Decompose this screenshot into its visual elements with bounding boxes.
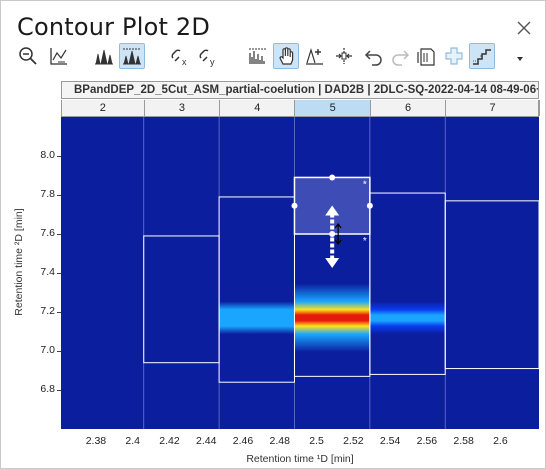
add-region-button[interactable]: [441, 43, 467, 69]
contour-plot-area[interactable]: * *: [61, 117, 539, 429]
redo-button[interactable]: [387, 43, 413, 69]
cut-4-band: [219, 249, 295, 387]
undo-icon: [364, 50, 382, 66]
y-tick-label: 8.0: [40, 149, 55, 161]
spectrum-icon: [249, 48, 267, 64]
y-tick-mark: [57, 351, 61, 352]
x-tick-label: 2.4: [125, 435, 140, 447]
cut-label-5[interactable]: 5: [295, 100, 371, 116]
peak-box[interactable]: [444, 200, 539, 370]
y-tick-label: 7.4: [40, 266, 55, 278]
unlink-x-button[interactable]: x: [167, 43, 193, 69]
peak-display-button[interactable]: [91, 43, 117, 69]
y-tick-label: 7.8: [40, 188, 55, 200]
y-tick-label: 6.8: [40, 383, 55, 395]
x-tick-label: 2.5: [309, 435, 324, 447]
peak-display-filled-button[interactable]: [119, 43, 145, 69]
zoom-out-icon: [19, 47, 37, 65]
x-axis-label: Retention time ¹D [min]: [246, 453, 354, 465]
add-peak-button[interactable]: [301, 43, 327, 69]
x-tick-label: 2.44: [196, 435, 217, 447]
x-tick-label: 2.48: [269, 435, 290, 447]
add-region-icon: [445, 47, 463, 65]
y-tick-mark: [57, 195, 61, 196]
x-tick-label: 2.38: [85, 435, 107, 447]
unlink-x-icon: x: [171, 49, 187, 67]
dataset-header: BPandDEP_2D_5Cut_ASM_partial-coelution |…: [61, 81, 539, 99]
copy-image-button[interactable]: [413, 43, 439, 69]
y-tick-label: 7.0: [40, 344, 55, 356]
y-axis-label: Retention time ²D [min]: [13, 208, 25, 316]
y-tick-mark: [57, 312, 61, 313]
add-peak-icon: [306, 47, 323, 65]
cut-7-band: [445, 249, 539, 387]
y-tick-label: 7.2: [40, 305, 55, 317]
x-tick-label: 2.46: [232, 435, 254, 447]
move-arrow-down-icon: [325, 258, 340, 268]
move-range-icon: [336, 48, 352, 64]
resize-handle[interactable]: [291, 202, 298, 209]
more-chevron-button[interactable]: [507, 43, 533, 69]
move-arrow-up-icon: [325, 205, 340, 216]
axis-scale-button[interactable]: [45, 43, 71, 69]
close-icon[interactable]: [515, 19, 533, 37]
svg-text:x: x: [182, 57, 187, 67]
corner-marker: *: [363, 236, 367, 247]
axis-scale-icon: [50, 48, 67, 65]
step-plot-button[interactable]: [469, 43, 495, 69]
window-title: Contour Plot 2D: [17, 13, 211, 41]
copy-image-icon: [417, 48, 435, 66]
resize-handle[interactable]: [329, 174, 336, 181]
cut-label-4[interactable]: 4: [220, 100, 296, 116]
pan-hand-button[interactable]: [273, 43, 299, 69]
x-tick-label: 2.58: [453, 435, 474, 447]
x-tick-label: 2.42: [159, 435, 180, 447]
redo-icon: [392, 50, 410, 66]
step-plot-icon: [473, 49, 491, 65]
undo-button[interactable]: [361, 43, 387, 69]
resize-cursor-icon: [334, 223, 342, 245]
x-tick-label: 2.52: [343, 435, 364, 447]
y-tick-label: 7.6: [40, 227, 55, 239]
cut-label-6[interactable]: 6: [371, 100, 447, 116]
zoom-out-button[interactable]: [15, 43, 41, 69]
y-tick-mark: [57, 273, 61, 274]
cut-label-3[interactable]: 3: [145, 100, 221, 116]
peak-display-filled-icon: [123, 48, 141, 65]
cut-3-band: [143, 249, 220, 387]
y-tick-mark: [57, 156, 61, 157]
cut-6-band: [369, 249, 446, 387]
corner-marker: *: [363, 179, 367, 190]
contour-plot-svg[interactable]: **: [61, 117, 539, 429]
svg-text:y: y: [210, 57, 215, 67]
x-tick-label: 2.56: [416, 435, 438, 447]
cut-5-band: [294, 249, 370, 387]
move-range-button[interactable]: [331, 43, 357, 69]
pan-hand-icon: [279, 47, 294, 65]
cut-label-7[interactable]: 7: [446, 100, 540, 116]
x-tick-label: 2.6: [493, 435, 508, 447]
x-tick-label: 2.54: [379, 435, 401, 447]
peak-display-icon: [95, 49, 113, 65]
y-tick-mark: [57, 390, 61, 391]
spectrum-button[interactable]: [245, 43, 271, 69]
cut-2-band: [61, 249, 144, 387]
y-tick-mark: [57, 234, 61, 235]
unlink-y-icon: y: [199, 49, 215, 67]
more-chevron-icon: [517, 57, 523, 61]
cut-label-2[interactable]: 2: [62, 100, 145, 116]
unlink-y-button[interactable]: y: [195, 43, 221, 69]
